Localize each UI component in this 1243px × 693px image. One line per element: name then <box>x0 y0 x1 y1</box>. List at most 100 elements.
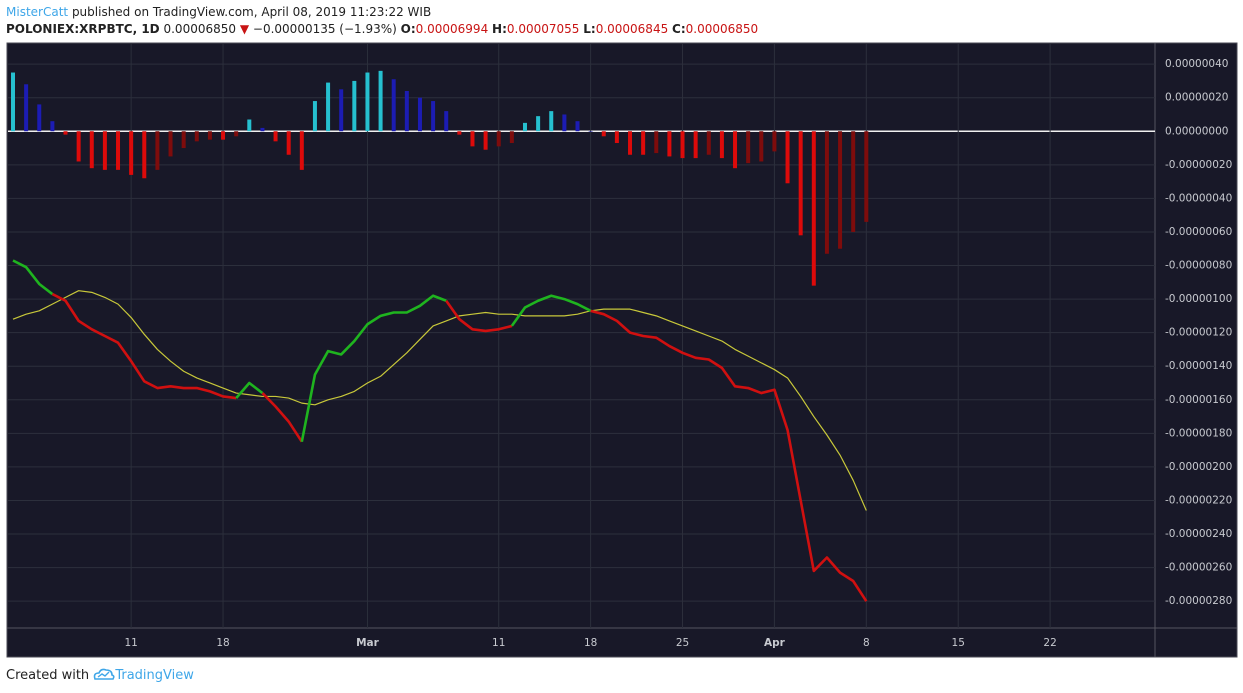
histogram-bar <box>654 131 659 154</box>
histogram-bar <box>194 131 199 142</box>
y-tick-label: -0.00000080 <box>1165 260 1232 272</box>
histogram-bar <box>299 131 304 170</box>
histogram-bar <box>864 131 869 222</box>
histogram-bar <box>588 131 593 132</box>
histogram-bar <box>641 131 646 155</box>
macd-line <box>510 294 592 327</box>
ohlc-label: H: <box>492 22 507 36</box>
histogram-bar <box>76 131 81 162</box>
histogram-bar <box>89 131 94 169</box>
histogram-bar <box>470 131 475 147</box>
signal-line <box>12 290 867 511</box>
histogram-bar <box>129 131 134 175</box>
y-tick-label: -0.00000260 <box>1165 562 1232 574</box>
x-tick-label: 22 <box>1043 637 1056 649</box>
histogram-bar <box>155 131 160 170</box>
histogram-bar <box>11 72 15 132</box>
histogram-bar <box>207 131 212 140</box>
histogram-bar <box>838 131 843 249</box>
histogram-bar <box>509 131 514 144</box>
histogram-bar <box>575 121 580 132</box>
y-tick-label: -0.00000180 <box>1165 427 1232 439</box>
x-tick-label: Apr <box>764 637 786 649</box>
published: published on TradingView.com, April 08, … <box>71 5 432 19</box>
histogram-bar <box>260 127 265 132</box>
histogram-bar <box>496 131 501 147</box>
ohlc-label: C: <box>672 22 686 36</box>
macd-line <box>261 392 303 443</box>
histogram-bar <box>102 131 107 170</box>
ohlc-value: 0.00006994 <box>415 22 489 36</box>
histogram-bar <box>733 131 738 169</box>
y-tick-label: -0.00000200 <box>1165 461 1232 473</box>
y-tick-label: -0.00000060 <box>1165 226 1232 238</box>
y-tick-label: -0.00000160 <box>1165 394 1232 406</box>
histogram-bar <box>326 82 331 132</box>
histogram-bar <box>37 104 42 132</box>
histogram-bar <box>247 119 252 132</box>
histogram-bar <box>562 114 567 132</box>
macd-line <box>235 381 264 399</box>
y-tick-label: -0.00000220 <box>1165 494 1232 506</box>
histogram-bar <box>824 131 829 254</box>
histogram-bar <box>234 131 239 137</box>
histogram-bar <box>667 131 672 157</box>
histogram-bar <box>181 131 186 149</box>
histogram-bar <box>549 111 554 132</box>
x-tick-label: 11 <box>492 637 505 649</box>
x-tick-label: 25 <box>676 637 689 649</box>
histogram-bar <box>811 131 816 286</box>
histogram-bar <box>798 131 803 236</box>
histogram-bar <box>116 131 121 170</box>
histogram-bar <box>522 122 527 132</box>
brand[interactable]: TradingView <box>115 668 194 683</box>
histogram-bar <box>24 84 29 132</box>
footer: Created with TradingView <box>6 667 194 683</box>
ohlc: O:0.00006994 H:0.00007055 L:0.00006845 C… <box>401 22 759 36</box>
change: −0.00000135 (−1.93%) <box>252 22 397 36</box>
histogram-bar <box>483 131 488 150</box>
publish-line: MisterCatt published on TradingView.com,… <box>6 4 758 21</box>
histogram-bar <box>221 131 226 140</box>
ohlc-value: 0.00006850 <box>685 22 759 36</box>
last: 0.00006850 <box>163 22 237 36</box>
arrow: ▼ <box>239 22 250 36</box>
histogram-bar <box>63 131 68 135</box>
macd-line <box>300 294 447 442</box>
histogram-bar <box>614 131 619 144</box>
y-tick-label: -0.00000040 <box>1165 192 1232 204</box>
histogram-bar <box>601 131 606 137</box>
histogram-bar <box>391 79 396 132</box>
ohlc-label: L: <box>583 22 596 36</box>
macd-line <box>590 309 868 602</box>
author[interactable]: MisterCatt <box>6 5 69 19</box>
histogram-bar <box>168 131 173 157</box>
macd-line <box>51 292 237 400</box>
x-tick-label: 8 <box>863 637 870 649</box>
histogram-bar <box>719 131 724 159</box>
y-tick-label: -0.00000020 <box>1165 159 1232 171</box>
y-tick-label: -0.00000140 <box>1165 360 1232 372</box>
histogram-bar <box>536 116 541 132</box>
histogram-bar <box>785 131 790 184</box>
y-tick-label: -0.00000240 <box>1165 528 1232 540</box>
histogram-bar <box>746 131 751 164</box>
x-tick-label: 11 <box>124 637 137 649</box>
histogram-bar <box>417 97 422 132</box>
histogram-bar <box>352 80 357 132</box>
histogram-bar <box>759 131 764 162</box>
histogram-bar <box>851 131 856 232</box>
histogram-bar <box>142 131 147 179</box>
histogram-bar <box>457 131 462 135</box>
histogram-bar <box>50 121 55 132</box>
y-tick-label: 0.00000020 <box>1165 92 1228 104</box>
histogram-bar <box>312 101 317 132</box>
histogram-bar <box>444 111 449 132</box>
chart-frame <box>6 42 1238 658</box>
histogram-bar <box>365 72 370 132</box>
histogram-bar <box>339 89 344 132</box>
y-tick-label: -0.00000100 <box>1165 293 1232 305</box>
histogram-bar <box>772 131 777 152</box>
